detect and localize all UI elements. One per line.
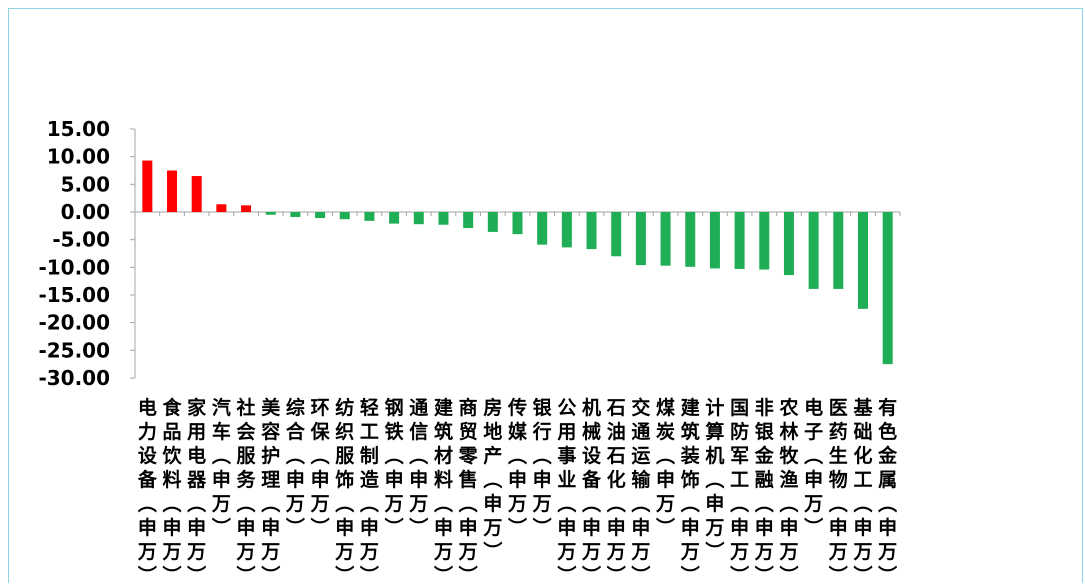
bar <box>833 212 844 289</box>
bar <box>660 212 671 266</box>
y-tick-label: -10.00 <box>38 255 110 279</box>
category-label: 非银金融︵申万︶ <box>754 397 775 585</box>
bar <box>142 160 153 212</box>
category-label: 环保︵申万︶ <box>310 397 331 539</box>
y-tick-label: -5.00 <box>52 228 110 252</box>
category-label: 汽车︵申万︶ <box>211 396 231 539</box>
category-label: 电子︵申万︶ <box>803 396 823 539</box>
y-tick-label: -25.00 <box>38 338 110 362</box>
bar <box>857 212 868 309</box>
category-label: 钢铁︵申万︶ <box>384 397 404 539</box>
category-label: 机械设备︵申万︶ <box>581 397 602 585</box>
bar <box>389 212 400 224</box>
category-label: 农林牧渔︵申万︶ <box>778 396 799 585</box>
category-label: 纺织服饰︵申万︶ <box>334 396 355 585</box>
y-tick-label: -20.00 <box>38 311 110 335</box>
bar <box>611 212 622 257</box>
bar <box>783 212 794 276</box>
category-label: 医药生物︵申万︶ <box>828 397 848 585</box>
category-label: 食品饮料︵申万︶ <box>162 396 183 585</box>
category-label: 综合︵申万︶ <box>285 396 306 539</box>
bar <box>191 176 202 212</box>
category-label: 社会服务︵申万︶ <box>236 396 257 585</box>
bar <box>882 212 893 365</box>
bar <box>364 212 375 221</box>
category-label: 美容护理︵申万︶ <box>260 396 281 585</box>
bar <box>685 212 696 267</box>
bar <box>561 212 572 248</box>
bar <box>241 205 252 212</box>
bar <box>759 212 770 270</box>
category-label: 基础化工︵申万︶ <box>852 396 873 585</box>
category-label: 房地产︵申万︶ <box>482 396 502 563</box>
category-label: 有色金属︵申万︶ <box>877 396 898 585</box>
y-tick-label: 0.00 <box>61 200 110 224</box>
bar <box>339 212 350 220</box>
category-label: 商贸零售︵申万︶ <box>458 396 479 585</box>
category-label: 通信︵申万︶ <box>408 397 429 539</box>
bar <box>315 212 326 219</box>
category-label: 电力设备︵申万︶ <box>137 396 158 585</box>
bar <box>265 212 276 215</box>
category-label: 石油石化︵申万︶ <box>606 397 626 585</box>
category-label: 建筑材料︵申万︶ <box>433 396 453 585</box>
category-label: 交通运输︵申万︶ <box>630 396 651 585</box>
category-label: 家用电器︵申万︶ <box>186 396 207 585</box>
category-label: 计算机︵申万︶ <box>704 397 724 563</box>
category-label: 公用事业︵申万︶ <box>556 397 576 585</box>
category-label: 建筑装饰︵申万︶ <box>680 396 700 585</box>
bar <box>463 212 474 229</box>
bar <box>734 212 745 269</box>
bar <box>438 212 449 225</box>
category-label: 银行︵申万︶ <box>532 396 553 539</box>
y-tick-label: 10.00 <box>47 145 110 169</box>
bar <box>537 212 548 245</box>
bar <box>216 204 227 212</box>
bar <box>709 212 720 269</box>
bar <box>167 170 178 212</box>
y-tick-label: 15.00 <box>47 117 110 141</box>
y-tick-label: 5.00 <box>61 172 110 196</box>
y-tick-label: -30.00 <box>38 366 110 390</box>
bar <box>413 212 424 225</box>
bar <box>290 212 301 217</box>
bar <box>512 212 523 235</box>
bar <box>487 212 498 232</box>
category-label: 传媒︵申万︶ <box>507 396 528 539</box>
category-label: 煤炭︵申万︶ <box>655 397 675 539</box>
chart-frame <box>8 8 1083 583</box>
bar <box>635 212 646 266</box>
y-tick-label: -15.00 <box>38 283 110 307</box>
category-label: 国防军工︵申万︶ <box>729 397 749 585</box>
bar <box>586 212 597 250</box>
bar <box>808 212 819 289</box>
category-label: 轻工制造︵申万︶ <box>359 396 380 585</box>
